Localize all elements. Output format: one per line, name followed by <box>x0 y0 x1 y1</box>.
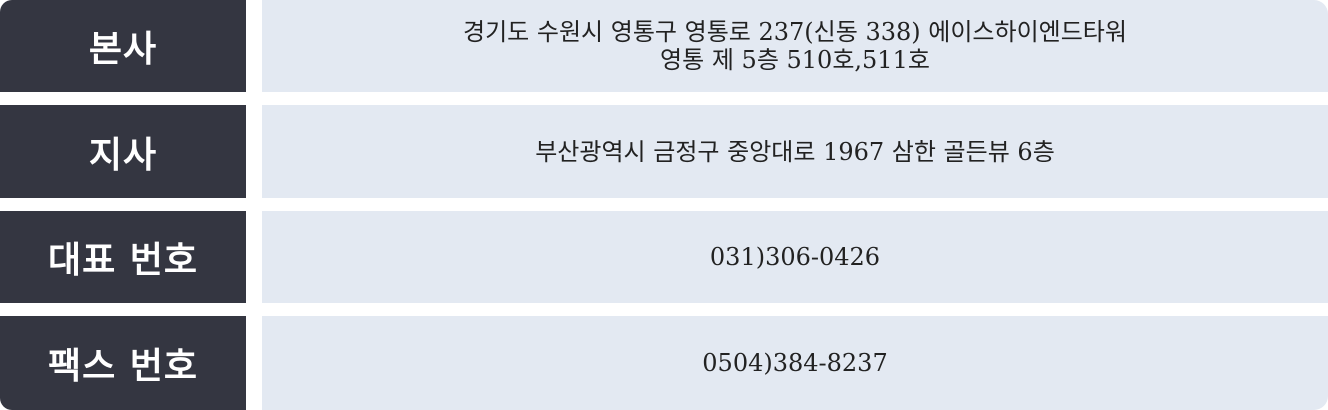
row-value-cell: 부산광역시 금정구 중앙대로 1967 삼한 골든뷰 6층 <box>262 105 1328 198</box>
address-line: 경기도 수원시 영통구 영통로 237(신동 338) 에이스하이엔드타워 <box>463 18 1127 46</box>
row-label: 팩스 번호 <box>47 346 198 387</box>
table-row-head-office: 본사 경기도 수원시 영통구 영통로 237(신동 338) 에이스하이엔드타워… <box>0 0 1328 92</box>
row-label: 본사 <box>88 29 158 70</box>
address-line: 영통 제 5층 510호,511호 <box>660 46 930 74</box>
fax-number: 0504)384-8237 <box>702 349 888 377</box>
table-row-fax: 팩스 번호 0504)384-8237 <box>0 316 1328 410</box>
row-label: 대표 번호 <box>47 240 198 281</box>
row-label: 지사 <box>88 134 158 176</box>
row-label-cell: 팩스 번호 <box>0 316 246 410</box>
address-line: 부산광역시 금정구 중앙대로 1967 삼한 골든뷰 6층 <box>535 137 1055 166</box>
row-label-cell: 대표 번호 <box>0 211 246 303</box>
row-value-cell: 경기도 수원시 영통구 영통로 237(신동 338) 에이스하이엔드타워 영통… <box>262 0 1328 92</box>
row-value-cell: 031)306-0426 <box>262 211 1328 303</box>
table-row-main-phone: 대표 번호 031)306-0426 <box>0 211 1328 303</box>
row-label-cell: 지사 <box>0 105 246 198</box>
row-value-cell: 0504)384-8237 <box>262 316 1328 410</box>
row-label-cell: 본사 <box>0 0 246 92</box>
phone-number: 031)306-0426 <box>709 243 881 271</box>
table-row-branch-office: 지사 부산광역시 금정구 중앙대로 1967 삼한 골든뷰 6층 <box>0 105 1328 198</box>
